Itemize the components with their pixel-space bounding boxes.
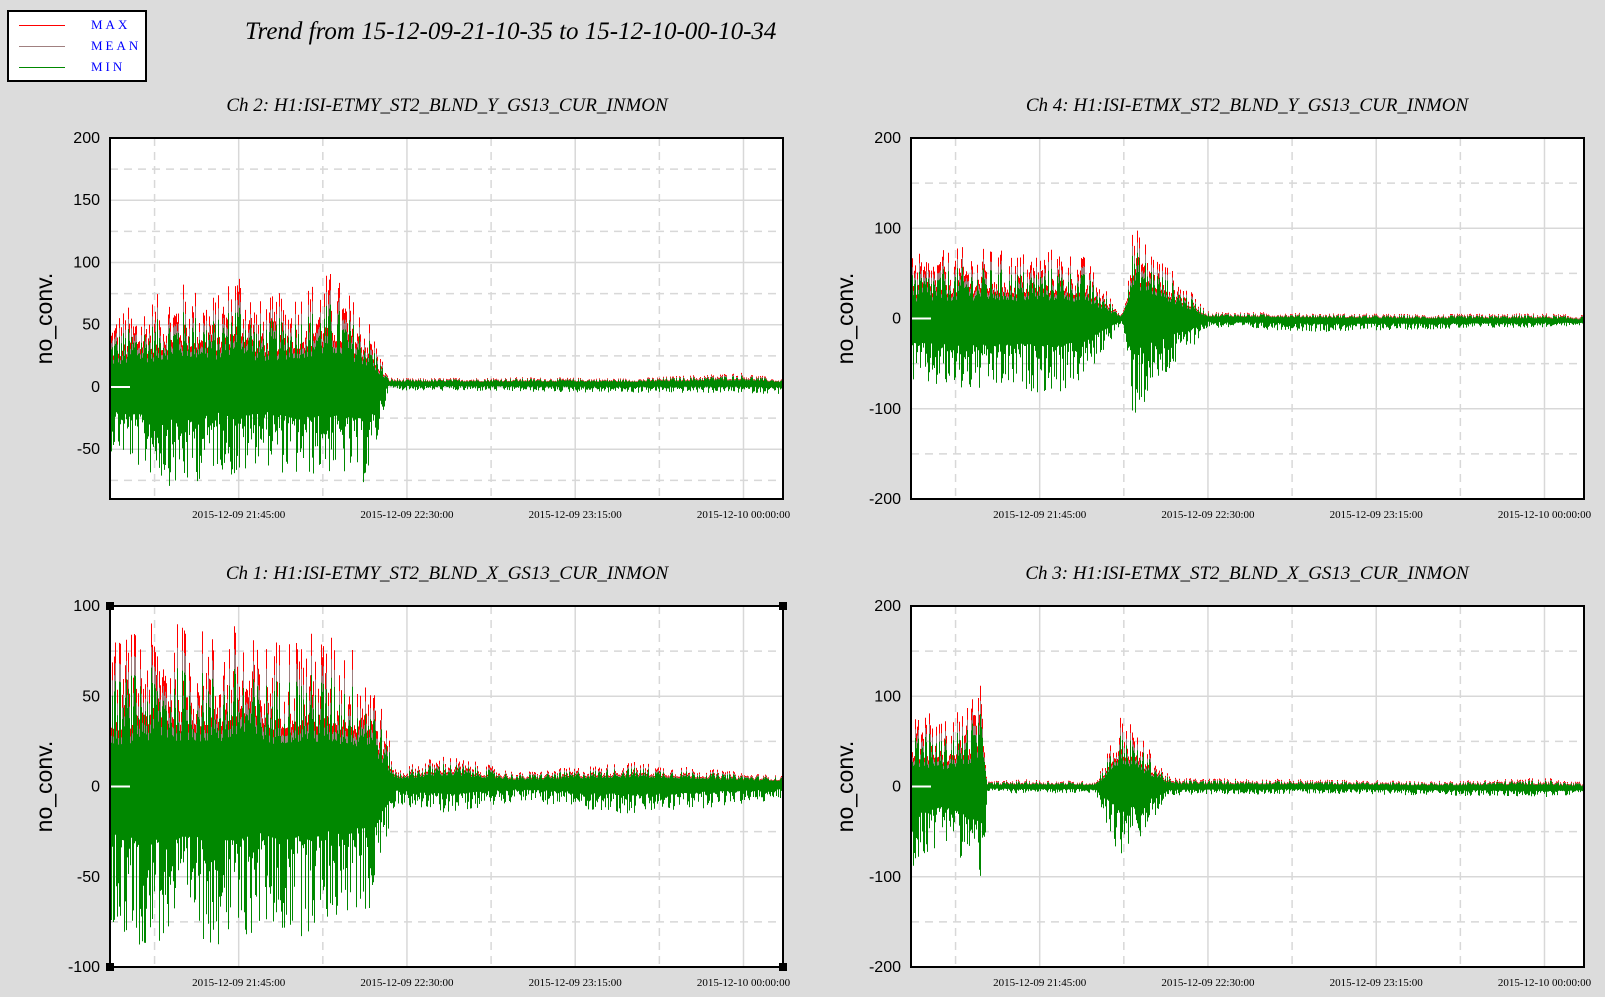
y-tick-label: -100 [869,401,901,418]
x-tick-label: 2015-12-09 23:15:00 [529,509,623,521]
y-tick-label: 0 [91,779,100,796]
chart-panel-4: -200 -100 0 100 200 2015-12-09 21:45:00 2015-1… [832,563,1592,989]
selection-handles[interactable] [106,602,787,971]
y-tick-label: 200 [73,130,100,147]
y-tick-label: 200 [874,598,901,615]
legend-label-mean: MEAN [91,38,142,53]
chart-title: Ch 1: H1:ISI-ETMY_ST2_BLND_X_GS13_CUR_IN… [226,563,670,584]
legend-item-max: MAX [19,16,144,34]
y-tick-label: -200 [869,959,901,976]
y-tick-label: 100 [874,688,901,705]
plot-frame [109,137,784,500]
legend-swatch-min [19,67,65,68]
x-tick-label: 2015-12-09 21:45:00 [192,977,286,989]
x-tick-label: 2015-12-09 23:15:00 [529,977,623,989]
y-tick-label: 100 [73,598,100,615]
x-tick-label: 2015-12-09 22:30:00 [360,509,454,521]
y-axis-label: no_conv. [832,741,858,833]
y-tick-label: 150 [73,192,100,209]
legend-item-mean: MEAN [19,37,144,55]
chart-panel-3: -100 -50 0 50 100 2015-12-09 21:45:00 2015-12-… [31,563,791,989]
y-tick-label: -100 [869,869,901,886]
y-tick-label: -200 [869,491,901,508]
x-tick-label: 2015-12-09 21:45:00 [192,509,286,521]
x-tick-label: 2015-12-10 00:00:00 [697,509,791,521]
chart-title: Ch 2: H1:ISI-ETMY_ST2_BLND_Y_GS13_CUR_IN… [226,95,669,116]
plot-frame [910,605,1585,968]
resize-handle[interactable] [106,602,114,610]
y-tick-label: -50 [77,441,100,458]
legend-label-max: MAX [91,17,131,32]
x-tick-label: 2015-12-09 21:45:00 [993,509,1087,521]
y-tick-label: 200 [874,130,901,147]
x-tick-label: 2015-12-09 22:30:00 [1161,509,1255,521]
y-tick-label: -50 [77,869,100,886]
chart-title: Ch 3: H1:ISI-ETMX_ST2_BLND_X_GS13_CUR_IN… [1025,563,1470,584]
y-tick-label: 0 [91,379,100,396]
chart-panel-1: -50 0 50 100 150 200 2015-12-09 21:45:00 2015-1… [31,95,791,521]
y-axis-label: no_conv. [832,273,858,365]
x-tick-label: 2015-12-09 23:15:00 [1330,977,1424,989]
y-tick-label: 50 [82,688,100,705]
page-title: Trend from 15-12-09-21-10-35 to 15-12-10… [245,18,777,45]
x-tick-label: 2015-12-09 22:30:00 [1161,977,1255,989]
chart-title: Ch 4: H1:ISI-ETMX_ST2_BLND_Y_GS13_CUR_IN… [1026,95,1470,116]
legend-label-min: MIN [91,59,126,74]
legend-swatch-max [19,25,65,26]
y-tick-label: 0 [892,779,901,796]
resize-handle[interactable] [779,963,787,971]
x-tick-label: 2015-12-09 21:45:00 [993,977,1087,989]
resize-handle[interactable] [106,963,114,971]
y-axis-label: no_conv. [31,741,57,833]
y-tick-label: 100 [874,220,901,237]
x-tick-label: 2015-12-10 00:00:00 [1498,509,1592,521]
y-tick-label: 50 [82,317,100,334]
legend-item-min: MIN [19,58,144,76]
plot-frame [109,605,784,968]
y-tick-label: -100 [68,959,100,976]
resize-handle[interactable] [779,602,787,610]
y-tick-label: 100 [73,254,100,271]
x-tick-label: 2015-12-10 00:00:00 [1498,977,1592,989]
plot-frame [910,137,1585,500]
x-tick-label: 2015-12-10 00:00:00 [697,977,791,989]
x-tick-label: 2015-12-09 22:30:00 [360,977,454,989]
x-tick-label: 2015-12-09 23:15:00 [1330,509,1424,521]
y-tick-label: 0 [892,311,901,328]
y-axis-label: no_conv. [31,273,57,365]
chart-panel-2: -200 -100 0 100 200 2015-12-09 21:45:00 2015-1… [832,95,1592,521]
plot-area [110,138,783,499]
legend: MAX MEAN MIN [7,10,147,82]
legend-swatch-mean [19,46,65,47]
